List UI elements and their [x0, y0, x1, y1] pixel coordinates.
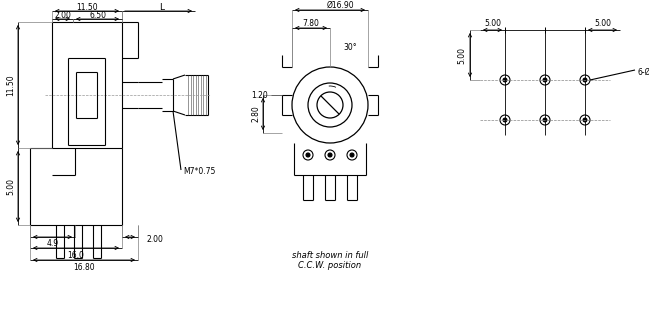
Text: M7*0.75: M7*0.75	[183, 167, 215, 176]
Circle shape	[583, 118, 587, 122]
Text: 16.80: 16.80	[73, 263, 95, 272]
Circle shape	[503, 118, 507, 122]
Circle shape	[503, 78, 507, 82]
Text: 7.80: 7.80	[302, 19, 319, 28]
Text: 16.0: 16.0	[67, 251, 84, 260]
Circle shape	[543, 78, 547, 82]
Text: 11.50: 11.50	[76, 2, 98, 11]
Text: C.C.W. position: C.C.W. position	[299, 260, 361, 269]
Text: 5.00: 5.00	[6, 178, 16, 195]
Text: Ø16.90: Ø16.90	[326, 1, 354, 10]
Text: 5.00: 5.00	[458, 46, 467, 64]
Text: 2.00: 2.00	[147, 235, 164, 244]
Text: L: L	[160, 2, 164, 11]
Circle shape	[306, 153, 310, 157]
Text: 6-Ø1.20: 6-Ø1.20	[638, 67, 649, 77]
Text: 30°: 30°	[343, 43, 357, 52]
Text: 2.80: 2.80	[252, 106, 260, 122]
Text: shaft shown in full: shaft shown in full	[292, 251, 368, 260]
Text: 11.50: 11.50	[6, 74, 16, 96]
Text: 1.20: 1.20	[251, 91, 268, 99]
Circle shape	[328, 153, 332, 157]
Text: 5.00: 5.00	[484, 19, 501, 28]
Text: 2.00: 2.00	[54, 11, 71, 19]
Text: 6.50: 6.50	[89, 11, 106, 19]
Text: 5.00: 5.00	[594, 19, 611, 28]
Text: 4.9: 4.9	[47, 239, 58, 248]
Circle shape	[350, 153, 354, 157]
Circle shape	[583, 78, 587, 82]
Circle shape	[543, 118, 547, 122]
